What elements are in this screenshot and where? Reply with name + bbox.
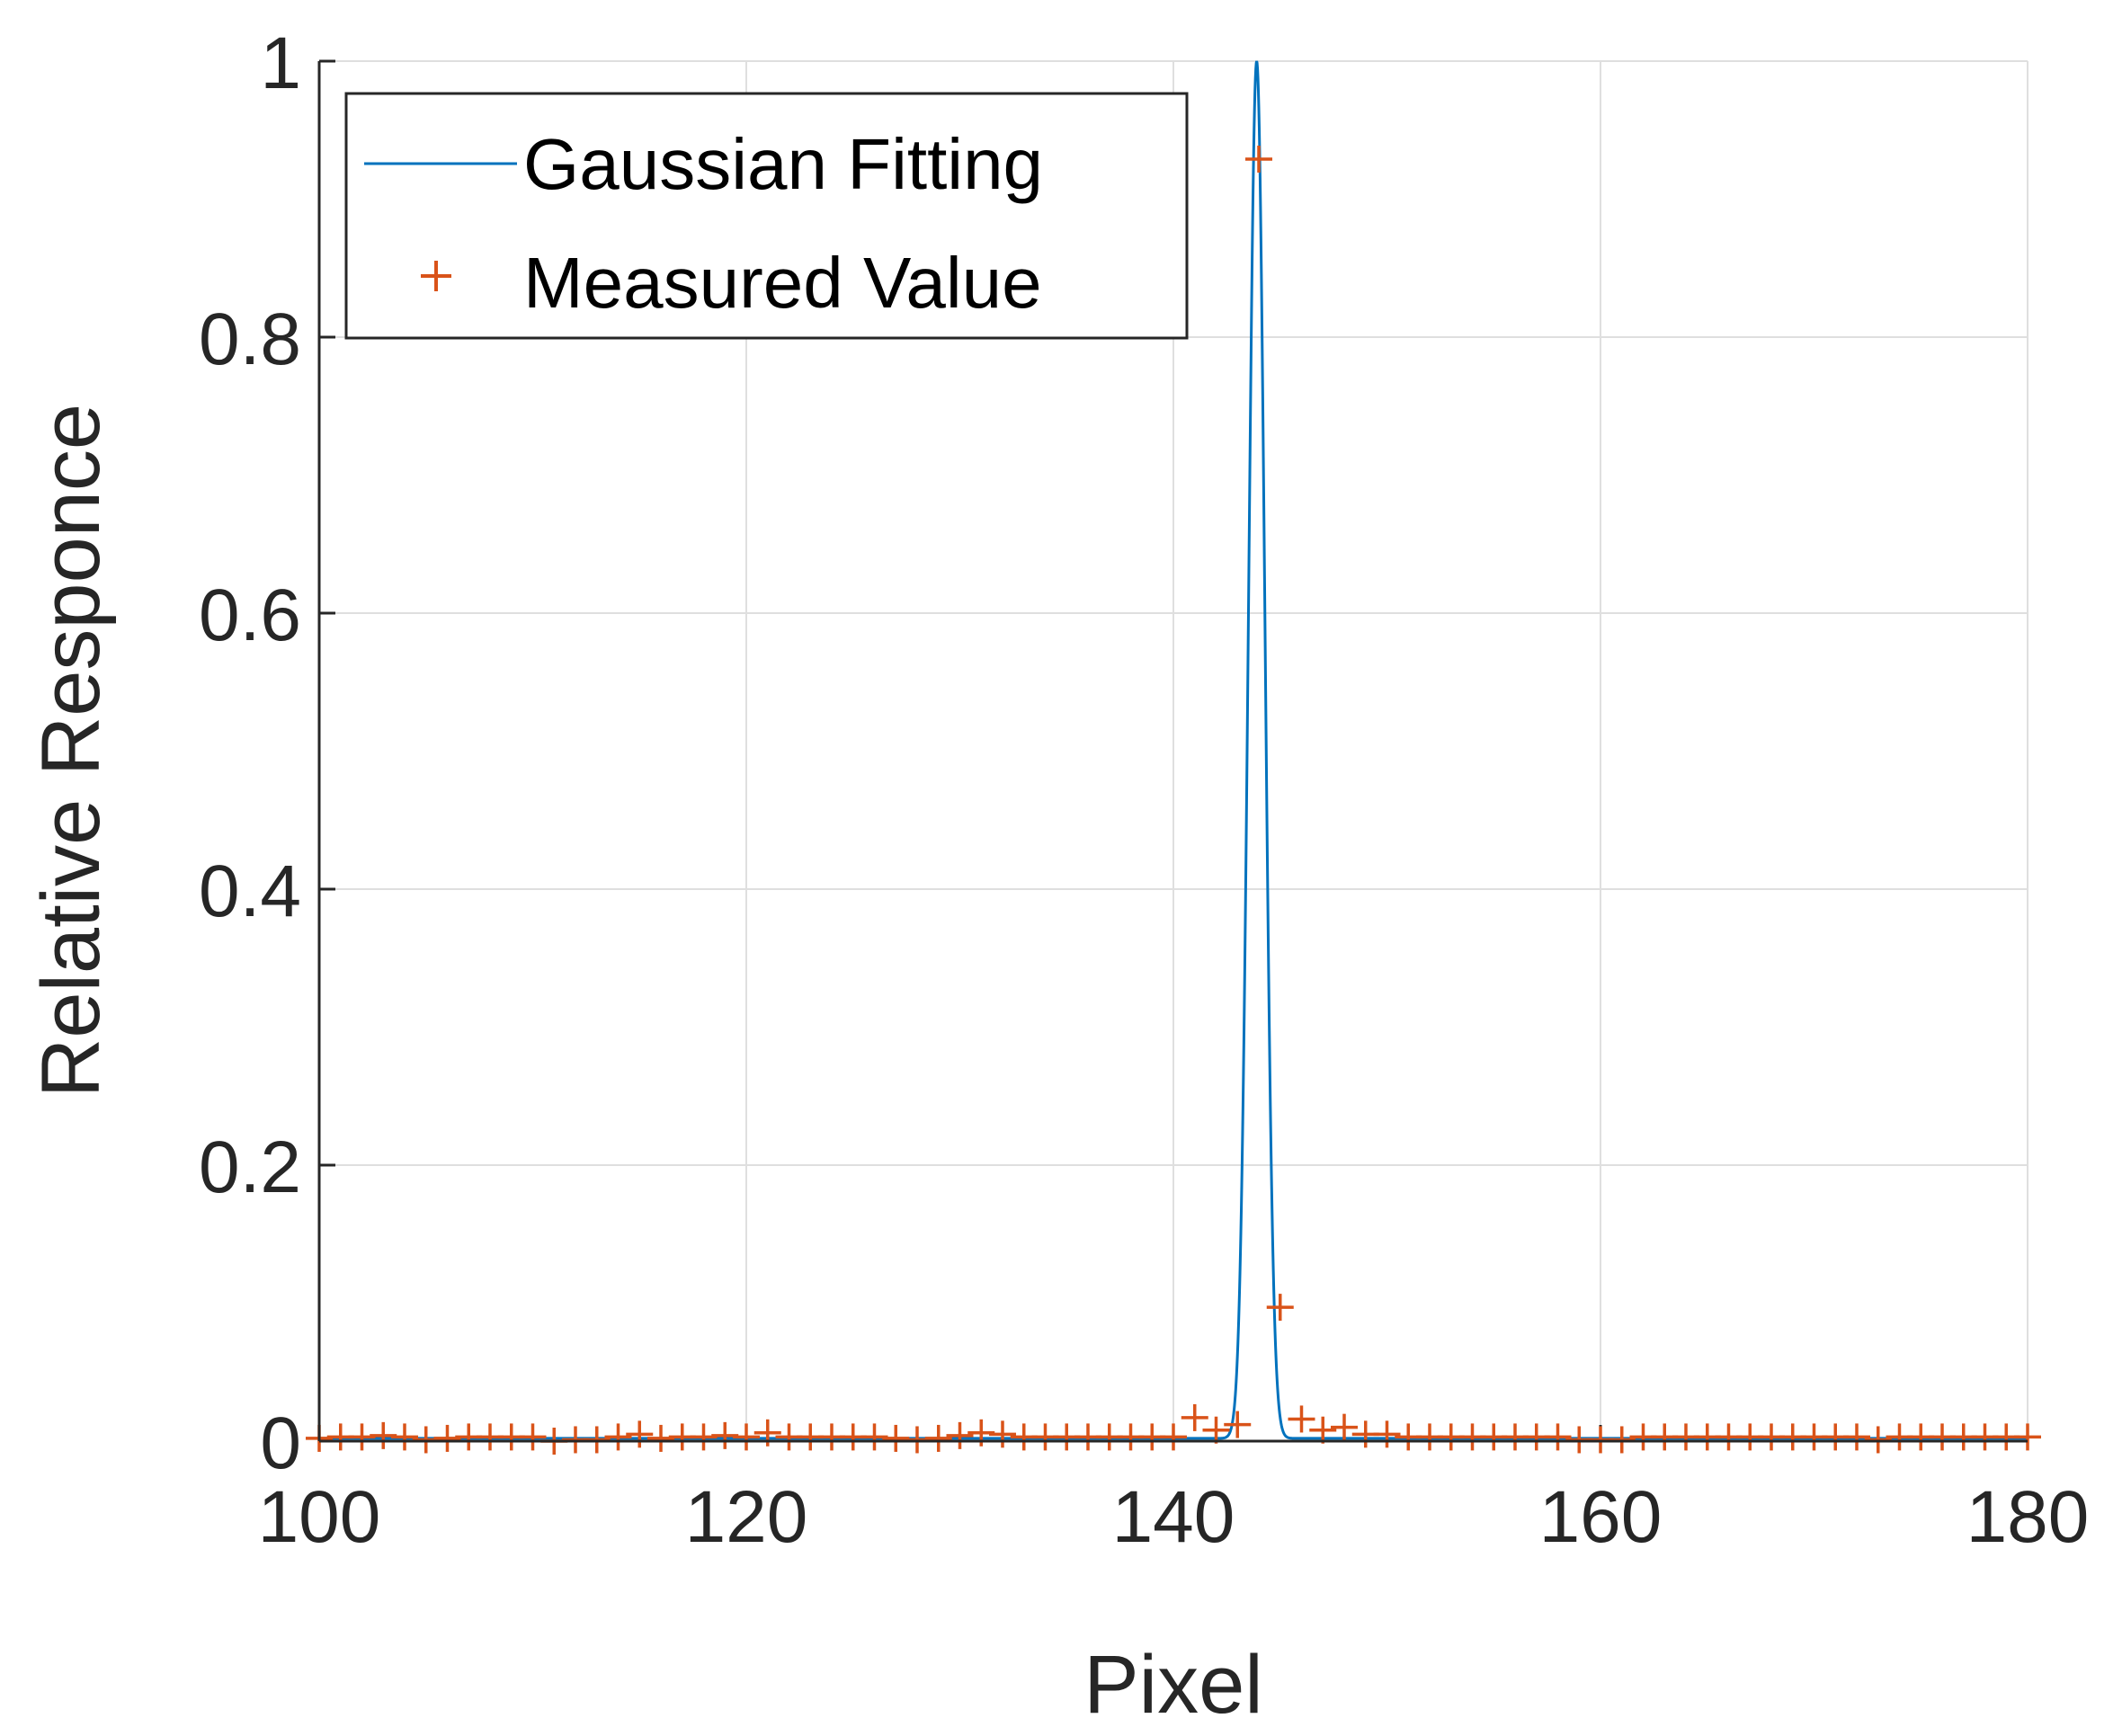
measured-point: [1608, 1426, 1636, 1454]
x-tick-label-0: 100: [258, 1476, 381, 1558]
measured-point: [733, 1423, 760, 1451]
legend-marker-swatch: [421, 261, 451, 291]
measured-point: [1202, 1416, 1230, 1444]
measured-point: [1224, 1411, 1252, 1438]
measured-point: [519, 1423, 547, 1451]
y-tick-label-5: 1: [260, 22, 301, 104]
axes: [317, 61, 2028, 1443]
x-tick-label-2: 140: [1112, 1476, 1235, 1558]
measured-point: [626, 1420, 654, 1448]
measured-point: [1373, 1420, 1401, 1448]
legend-box: [344, 92, 1189, 340]
x-tick-label-1: 120: [685, 1476, 808, 1558]
y-axis-title: Relative Responce: [25, 404, 117, 1098]
measured-point: [989, 1420, 1016, 1448]
legend: Gaussian Fitting Measured Value: [344, 92, 1189, 340]
y-tick-labels: 0 0.2 0.4 0.6 0.8 1: [199, 22, 301, 1484]
measured-point: [1266, 1294, 1294, 1322]
measured-point: [1843, 1423, 1870, 1451]
measured-point: [946, 1421, 974, 1449]
legend-label-gaussian-fitting: Gaussian Fitting: [523, 124, 1043, 204]
measured-point: [1864, 1426, 1892, 1454]
measured-point: [1331, 1413, 1358, 1441]
measured-point: [1245, 145, 1272, 173]
x-tick-labels: 100 120 140 160 180: [258, 1476, 2090, 1558]
series-markers-measured-value: [306, 145, 2041, 1455]
measured-point: [391, 1423, 418, 1451]
y-tick-label-3: 0.6: [199, 574, 301, 656]
measured-point: [924, 1424, 952, 1452]
measured-point: [1544, 1423, 1572, 1451]
y-tick-label-2: 0.4: [199, 850, 301, 932]
y-tick-label-4: 0.8: [199, 298, 301, 380]
x-axis-title: Pixel: [1083, 1639, 1262, 1731]
x-tick-label-3: 160: [1539, 1476, 1663, 1558]
y-tick-label-1: 0.2: [199, 1126, 301, 1208]
measured-point: [1309, 1416, 1337, 1444]
measured-point: [1288, 1405, 1315, 1433]
x-tick-label-4: 180: [1966, 1476, 2090, 1558]
y-tick-label-0: 0: [260, 1402, 301, 1484]
measured-point: [1160, 1423, 1187, 1451]
measured-point: [583, 1426, 611, 1454]
measured-point: [604, 1423, 632, 1451]
legend-label-measured-value: Measured Value: [523, 243, 1042, 323]
measured-point: [1181, 1403, 1208, 1431]
measured-point: [2014, 1423, 2041, 1451]
